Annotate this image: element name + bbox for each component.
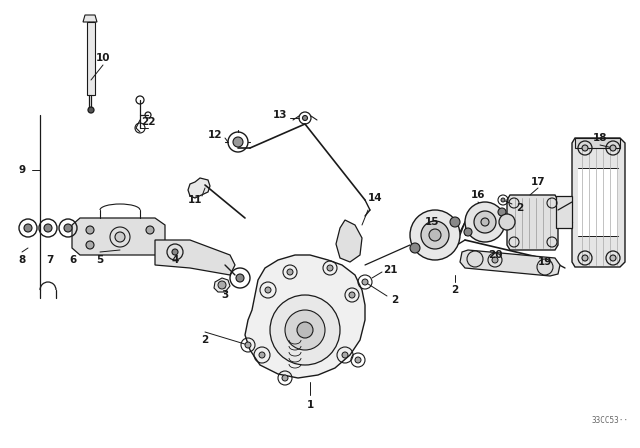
Polygon shape — [155, 240, 235, 275]
Polygon shape — [214, 278, 230, 292]
Circle shape — [282, 375, 288, 381]
Circle shape — [349, 292, 355, 298]
Text: 17: 17 — [531, 177, 545, 187]
Circle shape — [297, 322, 313, 338]
Circle shape — [44, 224, 52, 232]
Circle shape — [270, 295, 340, 365]
Circle shape — [285, 310, 325, 350]
Circle shape — [342, 352, 348, 358]
Circle shape — [429, 229, 441, 241]
Text: 4: 4 — [172, 255, 179, 265]
Polygon shape — [245, 255, 365, 378]
Circle shape — [327, 265, 333, 271]
Circle shape — [86, 241, 94, 249]
Circle shape — [492, 257, 498, 263]
Bar — [87, 22, 95, 95]
Text: 8: 8 — [19, 255, 26, 265]
Text: 22: 22 — [141, 117, 156, 127]
Polygon shape — [460, 250, 560, 276]
Circle shape — [464, 228, 472, 236]
Text: 2: 2 — [202, 335, 209, 345]
Circle shape — [582, 255, 588, 261]
Polygon shape — [336, 220, 362, 262]
Circle shape — [421, 221, 449, 249]
Circle shape — [465, 202, 505, 242]
Circle shape — [115, 232, 125, 242]
Polygon shape — [556, 196, 572, 228]
Text: 10: 10 — [96, 53, 110, 63]
Circle shape — [233, 137, 243, 147]
Text: 11: 11 — [188, 195, 202, 205]
Circle shape — [481, 218, 489, 226]
Text: 3: 3 — [221, 290, 228, 300]
Circle shape — [172, 249, 178, 255]
Text: 16: 16 — [471, 190, 485, 200]
Text: 1: 1 — [307, 400, 314, 410]
Circle shape — [64, 224, 72, 232]
Circle shape — [287, 269, 293, 275]
Polygon shape — [575, 138, 620, 148]
Circle shape — [303, 116, 307, 121]
Circle shape — [610, 255, 616, 261]
Text: 9: 9 — [19, 165, 26, 175]
Text: 13: 13 — [273, 110, 287, 120]
Circle shape — [610, 145, 616, 151]
Circle shape — [498, 208, 506, 216]
Text: 14: 14 — [368, 193, 382, 203]
Text: 2: 2 — [451, 285, 459, 295]
Circle shape — [474, 211, 496, 233]
Text: 7: 7 — [46, 255, 54, 265]
Circle shape — [88, 107, 94, 113]
Circle shape — [467, 251, 483, 267]
Circle shape — [537, 259, 553, 275]
Circle shape — [218, 281, 226, 289]
Circle shape — [86, 226, 94, 234]
Circle shape — [24, 224, 32, 232]
Circle shape — [265, 287, 271, 293]
Circle shape — [499, 214, 515, 230]
Text: 15: 15 — [425, 217, 439, 227]
Text: 6: 6 — [69, 255, 77, 265]
Circle shape — [410, 243, 420, 253]
Polygon shape — [507, 195, 558, 250]
Polygon shape — [572, 138, 625, 267]
Text: 21: 21 — [383, 265, 397, 275]
Polygon shape — [83, 15, 97, 22]
Circle shape — [450, 217, 460, 227]
Text: 20: 20 — [488, 250, 502, 260]
Circle shape — [501, 198, 505, 202]
Circle shape — [245, 342, 251, 348]
Text: 2: 2 — [392, 295, 399, 305]
Text: 2: 2 — [516, 203, 524, 213]
Text: 19: 19 — [538, 257, 552, 267]
Text: 12: 12 — [208, 130, 222, 140]
Text: 5: 5 — [97, 255, 104, 265]
Circle shape — [582, 145, 588, 151]
Circle shape — [410, 210, 460, 260]
Circle shape — [362, 279, 368, 285]
Circle shape — [259, 352, 265, 358]
Circle shape — [355, 357, 361, 363]
Bar — [278, 308, 296, 330]
Polygon shape — [188, 178, 210, 198]
Text: 33CC53··: 33CC53·· — [592, 415, 629, 425]
Circle shape — [146, 226, 154, 234]
Circle shape — [236, 274, 244, 282]
Polygon shape — [72, 218, 165, 255]
Bar — [578, 168, 618, 236]
Text: 18: 18 — [593, 133, 607, 143]
